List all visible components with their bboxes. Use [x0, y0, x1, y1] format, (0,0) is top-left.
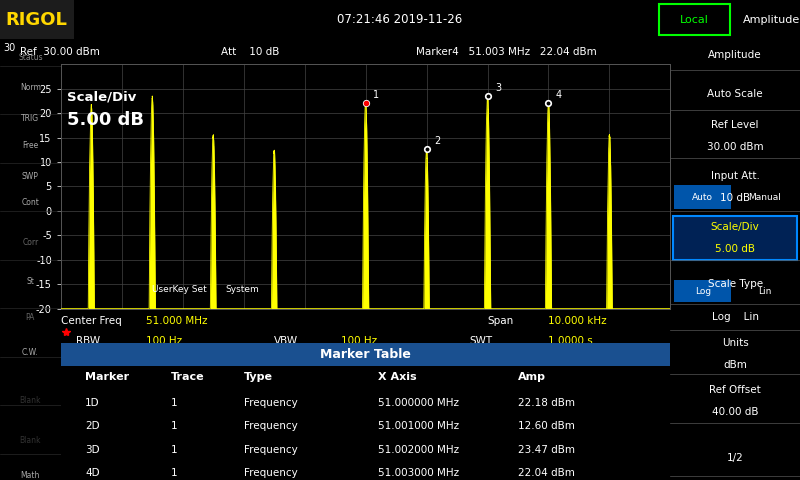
- Text: Span: Span: [487, 316, 514, 326]
- Text: 1: 1: [170, 468, 177, 478]
- Text: 4D: 4D: [85, 468, 100, 478]
- Text: 1/2: 1/2: [727, 453, 743, 463]
- Text: 1: 1: [170, 444, 177, 455]
- Text: VBW: VBW: [274, 336, 298, 346]
- Text: 5.00 dB: 5.00 dB: [67, 111, 144, 130]
- Text: RIGOL: RIGOL: [6, 11, 68, 29]
- Text: Lin: Lin: [758, 287, 772, 296]
- Text: Status: Status: [18, 53, 42, 61]
- Text: Input Att.: Input Att.: [710, 171, 760, 181]
- Text: 1: 1: [170, 421, 177, 432]
- FancyBboxPatch shape: [0, 0, 74, 39]
- Text: Frequency: Frequency: [244, 444, 298, 455]
- Text: PA: PA: [26, 312, 35, 322]
- Text: 1D: 1D: [85, 398, 100, 408]
- Text: Log    Lin: Log Lin: [712, 312, 758, 322]
- Text: 30: 30: [3, 43, 16, 53]
- FancyBboxPatch shape: [673, 216, 798, 260]
- Text: 3D: 3D: [85, 444, 100, 455]
- Text: Units: Units: [722, 338, 749, 348]
- Text: 30.00 dBm: 30.00 dBm: [707, 142, 763, 152]
- Text: 23.47 dBm: 23.47 dBm: [518, 444, 575, 455]
- Text: Amplitude: Amplitude: [708, 50, 762, 60]
- Text: Type: Type: [244, 372, 273, 382]
- Text: 3: 3: [495, 84, 501, 93]
- Text: Blank: Blank: [20, 436, 41, 445]
- Text: Manual: Manual: [749, 192, 782, 202]
- Text: TRIG: TRIG: [22, 114, 39, 123]
- Text: 2: 2: [434, 136, 440, 146]
- Text: Corr: Corr: [22, 238, 38, 247]
- Text: Frequency: Frequency: [244, 468, 298, 478]
- Text: SWT: SWT: [470, 336, 492, 346]
- Text: dBm: dBm: [723, 360, 747, 371]
- Text: Frequency: Frequency: [244, 398, 298, 408]
- Text: 40.00 dB: 40.00 dB: [712, 407, 758, 417]
- Text: Amplitude: Amplitude: [743, 15, 800, 24]
- Text: Frequency: Frequency: [244, 421, 298, 432]
- Text: Local: Local: [680, 15, 709, 24]
- Text: 51.001000 MHz: 51.001000 MHz: [378, 421, 459, 432]
- Text: Log: Log: [694, 287, 711, 296]
- Text: 100 Hz: 100 Hz: [146, 336, 182, 346]
- FancyBboxPatch shape: [674, 185, 731, 209]
- Text: Auto Scale: Auto Scale: [707, 89, 763, 99]
- Text: St: St: [26, 277, 34, 286]
- Text: Math: Math: [21, 471, 40, 480]
- Text: Ref Offset: Ref Offset: [710, 384, 761, 395]
- Text: Marker4   51.003 MHz   22.04 dBm: Marker4 51.003 MHz 22.04 dBm: [416, 47, 596, 57]
- Text: Ref  30.00 dBm: Ref 30.00 dBm: [20, 47, 100, 57]
- Text: Att    10 dB: Att 10 dB: [222, 47, 280, 57]
- FancyBboxPatch shape: [674, 280, 731, 301]
- Text: SWP: SWP: [22, 171, 39, 180]
- Text: RBW: RBW: [76, 336, 100, 346]
- Text: Amp: Amp: [518, 372, 546, 382]
- Text: System: System: [226, 285, 259, 294]
- Text: 100 Hz: 100 Hz: [342, 336, 378, 346]
- Text: 4: 4: [556, 90, 562, 100]
- Text: 51.000000 MHz: 51.000000 MHz: [378, 398, 458, 408]
- Text: Blank: Blank: [20, 396, 41, 405]
- Text: Cont: Cont: [22, 198, 39, 207]
- Text: 2D: 2D: [85, 421, 100, 432]
- Text: 1: 1: [373, 90, 379, 100]
- Text: Ref Level: Ref Level: [711, 120, 759, 130]
- Text: 22.04 dBm: 22.04 dBm: [518, 468, 575, 478]
- Text: 12.60 dBm: 12.60 dBm: [518, 421, 575, 432]
- Text: Trace: Trace: [170, 372, 204, 382]
- Text: Free: Free: [22, 141, 38, 150]
- Text: X Axis: X Axis: [378, 372, 417, 382]
- Text: 10 dB: 10 dB: [720, 193, 750, 203]
- Text: UserKey Set: UserKey Set: [152, 285, 207, 294]
- Text: Center Freq: Center Freq: [61, 316, 122, 326]
- FancyBboxPatch shape: [659, 4, 730, 36]
- Text: C.W.: C.W.: [22, 348, 38, 357]
- Text: 1.0000 s: 1.0000 s: [549, 336, 594, 346]
- Text: 10.000 kHz: 10.000 kHz: [549, 316, 607, 326]
- Text: 22.18 dBm: 22.18 dBm: [518, 398, 575, 408]
- Text: 07:21:46 2019-11-26: 07:21:46 2019-11-26: [338, 13, 462, 26]
- Text: Marker: Marker: [85, 372, 130, 382]
- Text: 51.000 MHz: 51.000 MHz: [146, 316, 208, 326]
- Text: Scale Type: Scale Type: [708, 279, 762, 289]
- Text: 51.002000 MHz: 51.002000 MHz: [378, 444, 459, 455]
- FancyBboxPatch shape: [61, 343, 670, 366]
- Text: Auto: Auto: [692, 192, 714, 202]
- Text: Marker Table: Marker Table: [320, 348, 411, 361]
- Text: Scale/Div: Scale/Div: [67, 91, 136, 104]
- Text: Norm: Norm: [20, 84, 41, 93]
- Text: 1: 1: [170, 398, 177, 408]
- Text: 5.00 dB: 5.00 dB: [715, 244, 755, 253]
- Text: 51.003000 MHz: 51.003000 MHz: [378, 468, 459, 478]
- Text: Scale/Div: Scale/Div: [711, 222, 759, 232]
